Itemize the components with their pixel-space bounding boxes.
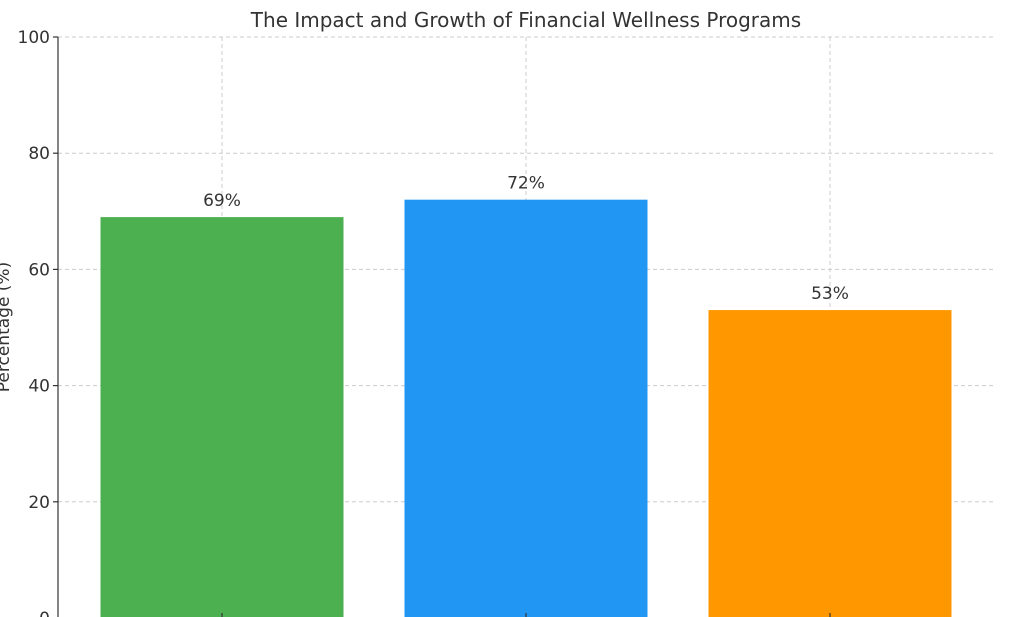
bar-value-label: 53%	[811, 284, 849, 304]
y-tick-label: 100	[18, 28, 50, 48]
bar	[404, 199, 648, 617]
bar	[100, 217, 344, 617]
y-tick-label: 20	[28, 493, 50, 513]
y-tick-label: 40	[28, 377, 50, 397]
axis-layer: 0 20 40 60 80 100	[18, 28, 831, 617]
y-tick-label: 0	[39, 609, 50, 617]
chart-title: The Impact and Growth of Financial Welln…	[250, 8, 801, 32]
bar	[708, 310, 952, 617]
bar-value-label: 72%	[507, 174, 545, 194]
y-axis-label: Percentage (%)	[0, 262, 14, 392]
y-tick-label: 80	[28, 144, 50, 164]
y-tick-label: 60	[28, 260, 50, 280]
bar-value-label: 69%	[203, 191, 241, 211]
bar-layer: 69% 72% 53%	[100, 174, 952, 617]
